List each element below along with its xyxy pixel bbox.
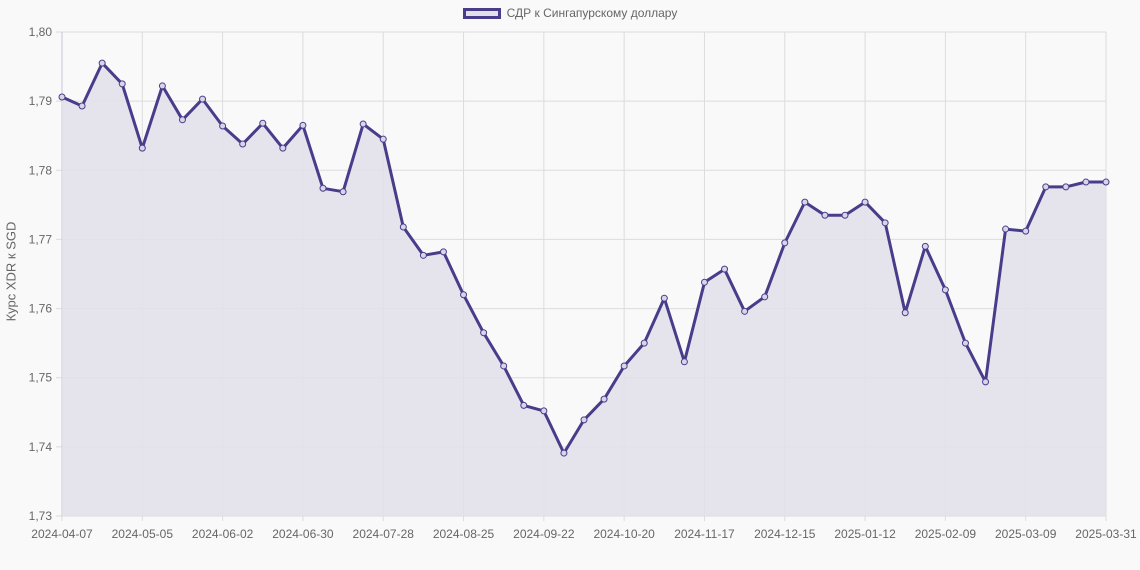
data-point[interactable] xyxy=(620,362,628,370)
x-tick-label: 2024-10-20 xyxy=(593,527,655,541)
x-tick-label: 2024-09-22 xyxy=(513,527,575,541)
data-point[interactable] xyxy=(901,309,909,317)
data-point[interactable] xyxy=(158,82,166,90)
data-point[interactable] xyxy=(1102,178,1110,186)
y-tick-label: 1,80 xyxy=(29,25,53,39)
data-point[interactable] xyxy=(660,294,668,302)
data-point[interactable] xyxy=(741,307,749,315)
data-point[interactable] xyxy=(781,239,789,247)
data-point[interactable] xyxy=(520,401,528,409)
data-point[interactable] xyxy=(500,362,508,370)
data-point[interactable] xyxy=(821,211,829,219)
x-axis-ticks: 2024-04-07 2024-05-05 2024-06-02 2024-06-30… xyxy=(31,527,1137,541)
data-point[interactable] xyxy=(118,80,126,88)
data-point[interactable] xyxy=(399,223,407,231)
data-point[interactable] xyxy=(560,449,568,457)
data-point[interactable] xyxy=(1042,183,1050,191)
data-point[interactable] xyxy=(199,95,207,103)
chart-legend[interactable]: СДР к Сингапурскому доллару xyxy=(0,6,1140,20)
data-point[interactable] xyxy=(419,251,427,259)
data-point[interactable] xyxy=(319,184,327,192)
data-point[interactable] xyxy=(460,291,468,299)
data-point[interactable] xyxy=(219,122,227,130)
data-point[interactable] xyxy=(600,395,608,403)
data-point[interactable] xyxy=(580,416,588,424)
data-point[interactable] xyxy=(480,329,488,337)
data-point[interactable] xyxy=(881,219,889,227)
x-tick-label: 2024-11-17 xyxy=(674,527,735,541)
data-point[interactable] xyxy=(680,358,688,366)
data-point[interactable] xyxy=(841,211,849,219)
data-point[interactable] xyxy=(961,339,969,347)
data-point[interactable] xyxy=(138,144,146,152)
y-tick-label: 1,74 xyxy=(29,440,53,454)
y-tick-label: 1,73 xyxy=(29,509,53,523)
data-point[interactable] xyxy=(178,116,186,124)
x-tick-label: 2025-03-31 xyxy=(1075,527,1137,541)
data-point[interactable] xyxy=(721,265,729,273)
x-tick-label: 2024-08-25 xyxy=(433,527,495,541)
data-point[interactable] xyxy=(359,120,367,128)
x-tick-label: 2024-06-02 xyxy=(192,527,254,541)
data-point[interactable] xyxy=(921,242,929,250)
data-point[interactable] xyxy=(379,135,387,143)
data-point[interactable] xyxy=(861,198,869,206)
data-point[interactable] xyxy=(941,286,949,294)
data-point[interactable] xyxy=(982,378,990,386)
data-point[interactable] xyxy=(640,339,648,347)
x-tick-label: 2024-04-07 xyxy=(31,527,93,541)
y-tick-label: 1,79 xyxy=(29,94,53,108)
x-tick-label: 2025-03-09 xyxy=(995,527,1057,541)
data-points xyxy=(58,59,1110,457)
x-tick-label: 2024-07-28 xyxy=(353,527,415,541)
y-tick-label: 1,76 xyxy=(29,302,53,316)
data-point[interactable] xyxy=(1002,225,1010,233)
data-point[interactable] xyxy=(98,59,106,67)
x-tick-label: 2025-01-12 xyxy=(834,527,896,541)
data-point[interactable] xyxy=(58,93,66,101)
data-point[interactable] xyxy=(279,144,287,152)
y-tick-label: 1,77 xyxy=(29,232,53,246)
x-tick-label: 2025-02-09 xyxy=(915,527,977,541)
data-point[interactable] xyxy=(439,248,447,256)
data-point[interactable] xyxy=(1062,183,1070,191)
y-tick-label: 1,78 xyxy=(29,163,53,177)
legend-label: СДР к Сингапурскому доллару xyxy=(506,6,678,20)
x-tick-label: 2024-05-05 xyxy=(112,527,174,541)
x-tick-label: 2024-12-15 xyxy=(754,527,816,541)
data-point[interactable] xyxy=(1022,227,1030,235)
area-fill xyxy=(62,63,1106,516)
data-point[interactable] xyxy=(339,188,347,196)
y-tick-label: 1,75 xyxy=(29,371,53,385)
data-point[interactable] xyxy=(540,407,548,415)
x-tick-label: 2024-06-30 xyxy=(272,527,334,541)
data-point[interactable] xyxy=(78,102,86,110)
data-point[interactable] xyxy=(259,119,267,127)
data-point[interactable] xyxy=(239,140,247,148)
data-point[interactable] xyxy=(801,198,809,206)
legend-swatch xyxy=(462,7,501,19)
data-point[interactable] xyxy=(700,278,708,286)
y-axis-ticks: 1,73 1,74 1,75 1,76 1,77 1,78 1,79 1,80 xyxy=(29,25,53,523)
data-point[interactable] xyxy=(1082,178,1090,186)
data-point[interactable] xyxy=(299,121,307,129)
data-point[interactable] xyxy=(761,293,769,301)
